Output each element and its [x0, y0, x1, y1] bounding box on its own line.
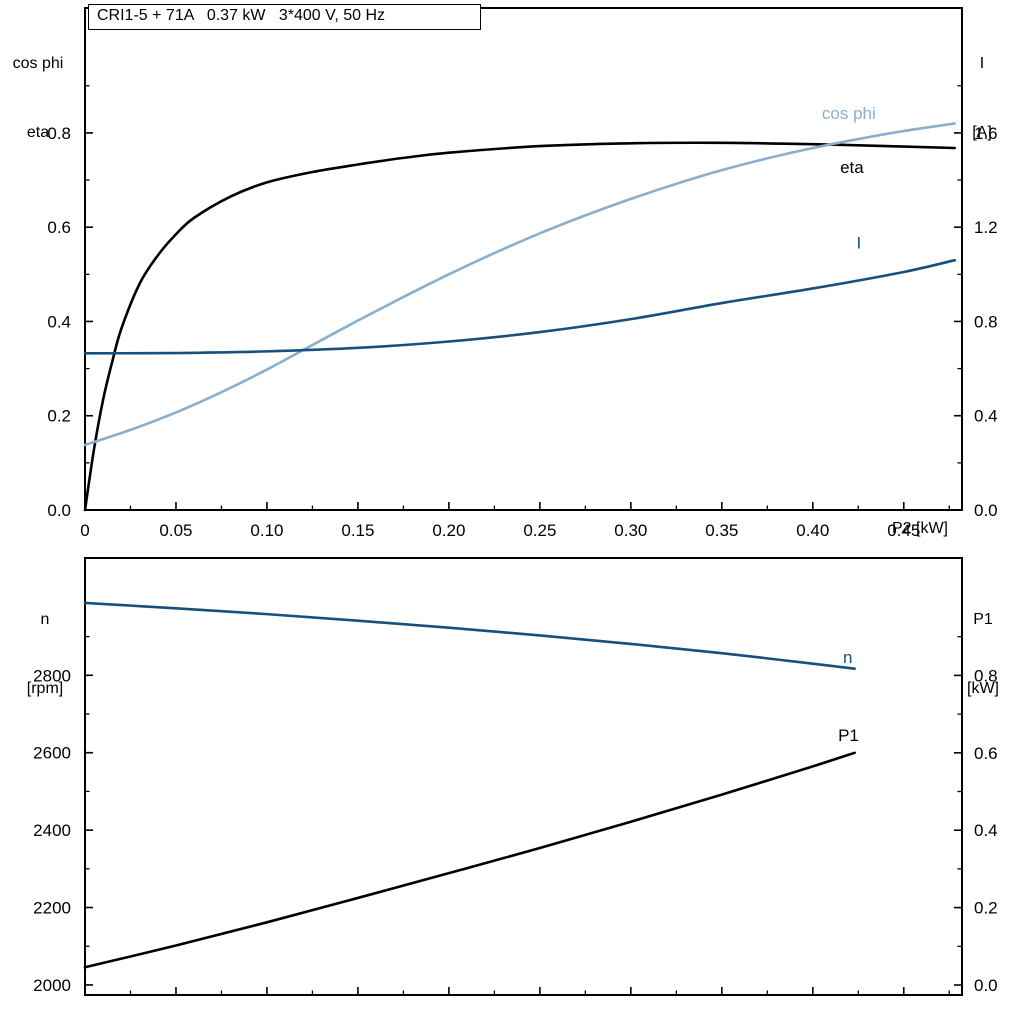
x-axis-tick-label: 0.10 [250, 521, 283, 540]
axis-label-line: [A] [972, 124, 992, 141]
left-axis-tick-label: 2200 [33, 899, 71, 918]
right-axis-tick-label: 0.4 [974, 407, 998, 426]
curve-label-I: I [856, 233, 861, 252]
axis-label-line: I [979, 55, 985, 72]
x-axis-tick-label: 0 [80, 521, 89, 540]
bottom-left-axis-label: n [rpm] [10, 562, 80, 746]
axis-label-line: cos phi [12, 55, 64, 72]
axis-label-line: [rpm] [26, 680, 64, 697]
chart-title-box: CRI1-5 + 71A 0.37 kW 3*400 V, 50 Hz [88, 4, 481, 30]
right-axis-tick-label: 0.8 [974, 312, 998, 331]
top-right-axis-label: I [A] [952, 6, 1012, 190]
right-axis-tick-label: 0.0 [974, 501, 998, 520]
right-axis-tick-label: 0.8 [974, 666, 998, 685]
left-axis-tick-label: 0.2 [47, 407, 71, 426]
curve-eta [83, 141, 957, 512]
curve-label-cos-phi: cos phi [822, 104, 876, 123]
left-axis-tick-label: 2800 [33, 666, 71, 685]
x-axis-tick-label: 0.05 [159, 521, 192, 540]
right-axis-tick-label: 0.2 [974, 899, 998, 918]
left-axis-tick-label: 0.4 [47, 312, 71, 331]
right-axis-tick-label: 1.2 [974, 218, 998, 237]
axis-label-line: eta [26, 124, 50, 141]
x-axis-tick-label: 0.35 [705, 521, 738, 540]
right-axis-tick-label: 0.0 [974, 976, 998, 995]
top-left-axis-label: cos phi eta [6, 6, 70, 190]
plot-frame [84, 7, 963, 511]
x-axis-tick-label: 0.15 [341, 521, 374, 540]
axis-label-line: n [40, 611, 50, 628]
left-axis-tick-label: 2400 [33, 821, 71, 840]
plot-frame [84, 557, 963, 996]
x-axis-tick-label: 0.40 [796, 521, 829, 540]
right-axis-tick-label: 0.4 [974, 821, 998, 840]
left-axis-tick-label: 2600 [33, 744, 71, 763]
curve-P1 [83, 751, 856, 969]
axis-label-line: [kW] [967, 680, 999, 697]
curve-cos-phi [83, 122, 957, 447]
curve-label-P1: P1 [838, 726, 859, 745]
x-axis-tick-label: 0.25 [523, 521, 556, 540]
curve-n [83, 601, 856, 671]
left-axis-tick-label: 0.6 [47, 218, 71, 237]
bottom-right-axis-label: P1 [kW] [950, 562, 1016, 746]
left-axis-tick-label: 0.0 [47, 501, 71, 520]
x-axis-tick-label: 0.45 [887, 521, 920, 540]
left-axis-tick-label: 0.8 [47, 124, 71, 143]
curve-label-eta: eta [840, 158, 864, 177]
x-axis-tick-label: 0.20 [432, 521, 465, 540]
axis-label-line: P1 [973, 611, 993, 628]
x-axis-unit-label: P2 [kW] [891, 520, 948, 537]
right-axis-tick-label: 0.6 [974, 744, 998, 763]
curve-label-n: n [843, 648, 852, 667]
x-axis-tick-label: 0.30 [614, 521, 647, 540]
curve-I [83, 258, 957, 355]
left-axis-tick-label: 2000 [33, 976, 71, 995]
right-axis-tick-label: 1.6 [974, 124, 998, 143]
